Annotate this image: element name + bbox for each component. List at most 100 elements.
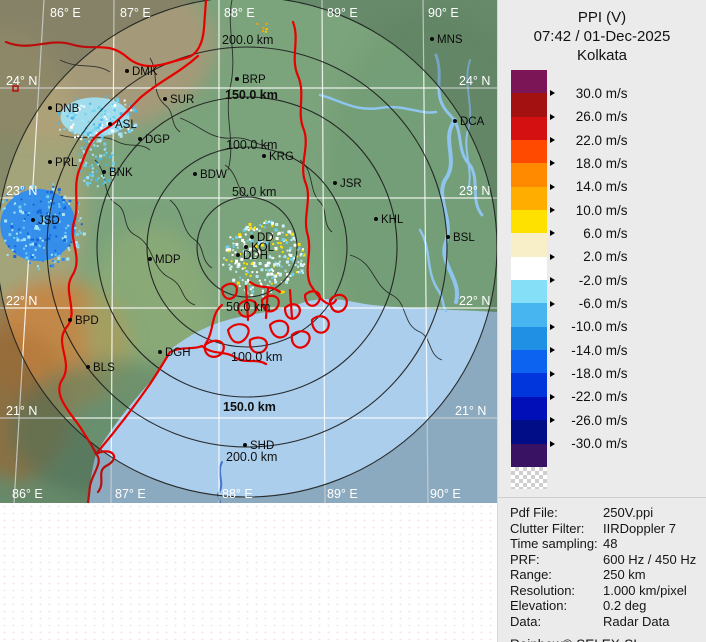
- info-row: Pdf File: 250V.ppi: [510, 505, 654, 520]
- radar-echoes: [0, 22, 306, 298]
- station-dot: [148, 257, 152, 261]
- legend-tick: -6.0 m/s: [550, 296, 628, 312]
- jsd-blue-blob: [46, 195, 50, 199]
- software-brand-label: Rainbow® SELEX-SI: [510, 637, 706, 642]
- station-label-dd: DD: [257, 232, 274, 244]
- lat-label-left: 21° N: [6, 404, 37, 418]
- station-label-bnk: BNK: [109, 167, 133, 179]
- legend-tick: -26.0 m/s: [550, 412, 628, 428]
- station-label-mns: MNS: [437, 34, 463, 46]
- lon-label-bottom: 90° E: [430, 487, 461, 501]
- legend-band-3: [511, 140, 547, 164]
- info-row: PRF: 600 Hz / 450 Hz: [510, 551, 697, 567]
- tick-arrow-icon: [550, 207, 555, 214]
- legend-band-12: [511, 350, 547, 374]
- station-dot: [193, 172, 197, 176]
- legend-tick: 30.0 m/s: [550, 85, 628, 101]
- legend-band-8: [511, 256, 547, 281]
- legend-band-5: [511, 186, 547, 211]
- station-dot: [446, 235, 450, 239]
- tick-arrow-icon: [550, 323, 555, 330]
- tick-arrow-icon: [550, 253, 555, 260]
- legend-band-4: [511, 163, 547, 187]
- scan-info-panel: Pdf File: 250V.ppi Clutter Filter: IIRDoppl…: [498, 497, 706, 642]
- info-row: Range: 250 km: [510, 567, 646, 582]
- station-label-prl: PRL: [55, 157, 78, 169]
- tick-arrow-icon: [550, 440, 555, 447]
- tick-arrow-icon: [550, 230, 555, 237]
- legend-band-13: [511, 373, 547, 397]
- lon-label-bottom: 89° E: [327, 487, 358, 501]
- right-panel: PPI (V) 07:42 / 01-Dec-2025 Kolkata 30.0…: [497, 0, 706, 642]
- tick-arrow-icon: [550, 417, 555, 424]
- legend-band-1: [511, 93, 547, 117]
- tick-arrow-icon: [550, 277, 555, 284]
- station-dot: [374, 217, 378, 221]
- tick-arrow-icon: [550, 137, 555, 144]
- lon-label-top: 88° E: [224, 6, 255, 20]
- lat-label-left: 24° N: [6, 74, 37, 88]
- station-label-shd: SHD: [250, 440, 274, 452]
- station-dot: [138, 137, 142, 141]
- legend-band-11: [511, 326, 547, 351]
- lat-label-right: 23° N: [459, 184, 490, 198]
- station-dot: [31, 218, 35, 222]
- station-label-khl: KHL: [381, 214, 404, 226]
- legend-tick: -18.0 m/s: [550, 366, 628, 382]
- info-row: Time sampling: 48: [510, 536, 618, 551]
- station-label-bdw: BDW: [200, 169, 227, 181]
- legend-band-10: [511, 303, 547, 327]
- lon-label-top: 89° E: [327, 6, 358, 20]
- asl-trail: [96, 145, 99, 147]
- station-dot: [108, 122, 112, 126]
- radar-site-name: Kolkata: [576, 47, 628, 64]
- tick-arrow-icon: [550, 90, 555, 97]
- tick-arrow-icon: [550, 300, 555, 307]
- station-label-asl: ASL: [115, 119, 137, 131]
- center-cluster: [296, 255, 299, 258]
- legend-band-6: [511, 210, 547, 234]
- north-orange-dots: [262, 27, 265, 30]
- station-label-dgp: DGP: [145, 134, 170, 146]
- station-dot: [235, 77, 239, 81]
- range-ring-label: 50.0 km: [232, 185, 276, 199]
- range-ring-label: 200.0 km: [226, 450, 277, 464]
- station-label-mdp: MDP: [155, 254, 181, 266]
- legend-band-16: [511, 443, 547, 467]
- out-of-range-mask: [0, 0, 497, 503]
- range-ring-label: 100.0 km: [231, 350, 282, 364]
- nw-cyan-patch: [113, 109, 116, 112]
- station-dot: [102, 170, 106, 174]
- range-ring-label: 100.0 km: [226, 138, 277, 152]
- station-label-dca: DCA: [460, 116, 485, 128]
- lat-label-left: 22° N: [6, 294, 37, 308]
- station-label-jsr: JSR: [340, 178, 362, 190]
- station-dot: [48, 106, 52, 110]
- range-ring-label: 150.0 km: [223, 400, 276, 414]
- info-row: Data: Radar Data: [510, 613, 670, 629]
- station-dot: [262, 154, 266, 158]
- lat-label-right: 24° N: [459, 74, 490, 88]
- product-title: PPI (V): [577, 9, 627, 26]
- range-ring-label: 200.0 km: [222, 33, 273, 47]
- tick-arrow-icon: [550, 183, 555, 190]
- legend-tick: -22.0 m/s: [550, 389, 628, 405]
- legend-tick: 10.0 m/s: [550, 202, 628, 218]
- radar-map-svg: 86° E 86° E 87° E 87° E 88° E 88° E 89° E 89° E…: [0, 0, 497, 503]
- radar-map-view: 86° E 86° E 87° E 87° E 88° E 88° E 89° E 89° E…: [0, 0, 497, 503]
- legend-tick: 26.0 m/s: [550, 109, 628, 125]
- legend-tick: -2.0 m/s: [550, 272, 628, 288]
- lat-label-left: 23° N: [6, 184, 37, 198]
- legend-tick: -10.0 m/s: [550, 319, 628, 335]
- legend-band-14: [511, 396, 547, 421]
- tick-arrow-icon: [550, 370, 555, 377]
- lon-label-top: 86° E: [50, 6, 81, 20]
- legend-tick: 18.0 m/s: [550, 155, 628, 171]
- header-block: PPI (V) 07:42 / 01-Dec-2025 Kolkata: [498, 8, 706, 65]
- tick-arrow-icon: [550, 393, 555, 400]
- lon-label-bottom: 88° E: [222, 487, 253, 501]
- station-label-bls: BLS: [93, 362, 115, 374]
- station-label-bpd: BPD: [75, 315, 99, 327]
- station-dot: [68, 318, 72, 322]
